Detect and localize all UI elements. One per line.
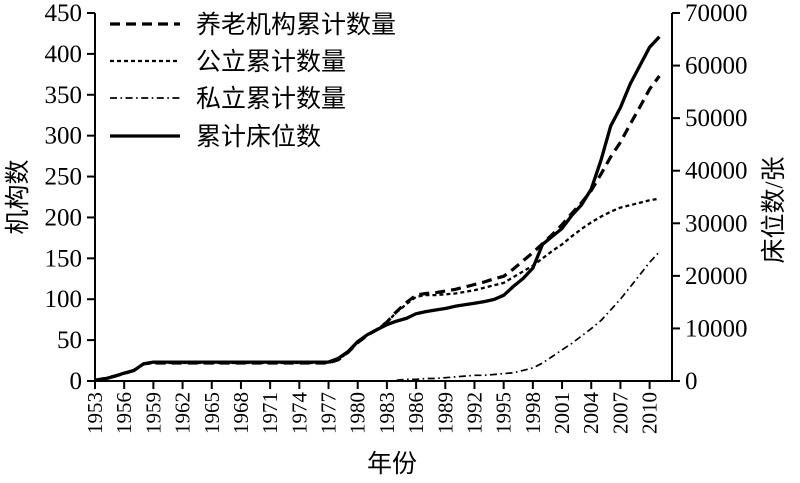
y-right-tick-label: 50000 bbox=[685, 105, 748, 132]
y-left-tick-label: 200 bbox=[45, 204, 83, 231]
x-tick-label: 1998 bbox=[521, 392, 545, 434]
x-tick-label: 1986 bbox=[404, 392, 428, 434]
x-tick-label: 1983 bbox=[375, 392, 399, 434]
y-right-tick-label: 20000 bbox=[685, 263, 748, 290]
y-left-tick-label: 250 bbox=[45, 164, 83, 191]
y-right-tick-label: 0 bbox=[685, 368, 698, 395]
x-tick-label: 1980 bbox=[346, 392, 370, 434]
y-left-tick-label: 400 bbox=[45, 41, 83, 68]
y-left-tick-label: 100 bbox=[45, 286, 83, 313]
axis-ticks: 0 50 100 150 200 250 300 350 400 450 0 10000 20000 30… bbox=[45, 0, 748, 434]
y-left-tick-label: 350 bbox=[45, 82, 83, 109]
x-tick-label: 1977 bbox=[317, 392, 341, 434]
x-tick-label: 1974 bbox=[287, 392, 311, 435]
y-left-tick-label: 150 bbox=[45, 245, 83, 272]
x-tick-label: 1962 bbox=[171, 392, 195, 434]
x-tick-label: 2010 bbox=[638, 392, 662, 434]
x-tick-label: 1992 bbox=[462, 392, 486, 434]
legend-label: 私立累计数量 bbox=[196, 85, 346, 113]
y-left-tick-label: 50 bbox=[57, 327, 82, 354]
series-line bbox=[94, 75, 661, 382]
series-lines bbox=[94, 35, 661, 383]
x-tick-label: 1968 bbox=[229, 392, 253, 434]
x-tick-label: 1953 bbox=[83, 392, 107, 434]
y-right-tick-label: 30000 bbox=[685, 210, 748, 237]
legend-item: 累计床位数 bbox=[110, 123, 321, 151]
x-tick-label: 1956 bbox=[112, 392, 136, 434]
y-axis-right-title: 床位数/张 bbox=[760, 157, 788, 264]
x-tick-label: 2004 bbox=[579, 392, 603, 435]
legend-item: 公立累计数量 bbox=[110, 48, 346, 76]
x-tick-label: 1989 bbox=[433, 392, 457, 434]
series-line bbox=[94, 35, 661, 383]
y-right-tick-label: 10000 bbox=[685, 315, 748, 342]
x-tick-label: 1965 bbox=[200, 392, 224, 434]
legend-item: 养老机构累计数量 bbox=[110, 11, 396, 39]
legend-item: 私立累计数量 bbox=[110, 85, 346, 113]
y-axis-left-title: 机构数 bbox=[4, 159, 32, 234]
y-left-tick-label: 450 bbox=[45, 0, 83, 27]
y-right-tick-label: 40000 bbox=[685, 158, 748, 185]
x-tick-label: 2007 bbox=[608, 392, 632, 434]
x-axis-title: 年份 bbox=[367, 450, 417, 478]
series-line bbox=[94, 197, 660, 382]
legend-label: 累计床位数 bbox=[196, 123, 321, 151]
y-right-tick-label: 60000 bbox=[685, 53, 748, 80]
legend-label: 养老机构累计数量 bbox=[196, 11, 396, 39]
y-left-tick-label: 300 bbox=[45, 123, 83, 150]
x-tick-label: 1995 bbox=[492, 392, 516, 434]
x-tick-label: 2001 bbox=[550, 392, 574, 434]
y-left-tick-label: 0 bbox=[70, 368, 83, 395]
x-tick-label: 1971 bbox=[258, 392, 282, 434]
x-tick-label: 1959 bbox=[141, 392, 165, 434]
legend-label: 公立累计数量 bbox=[196, 48, 346, 76]
y-right-tick-label: 70000 bbox=[685, 0, 748, 27]
